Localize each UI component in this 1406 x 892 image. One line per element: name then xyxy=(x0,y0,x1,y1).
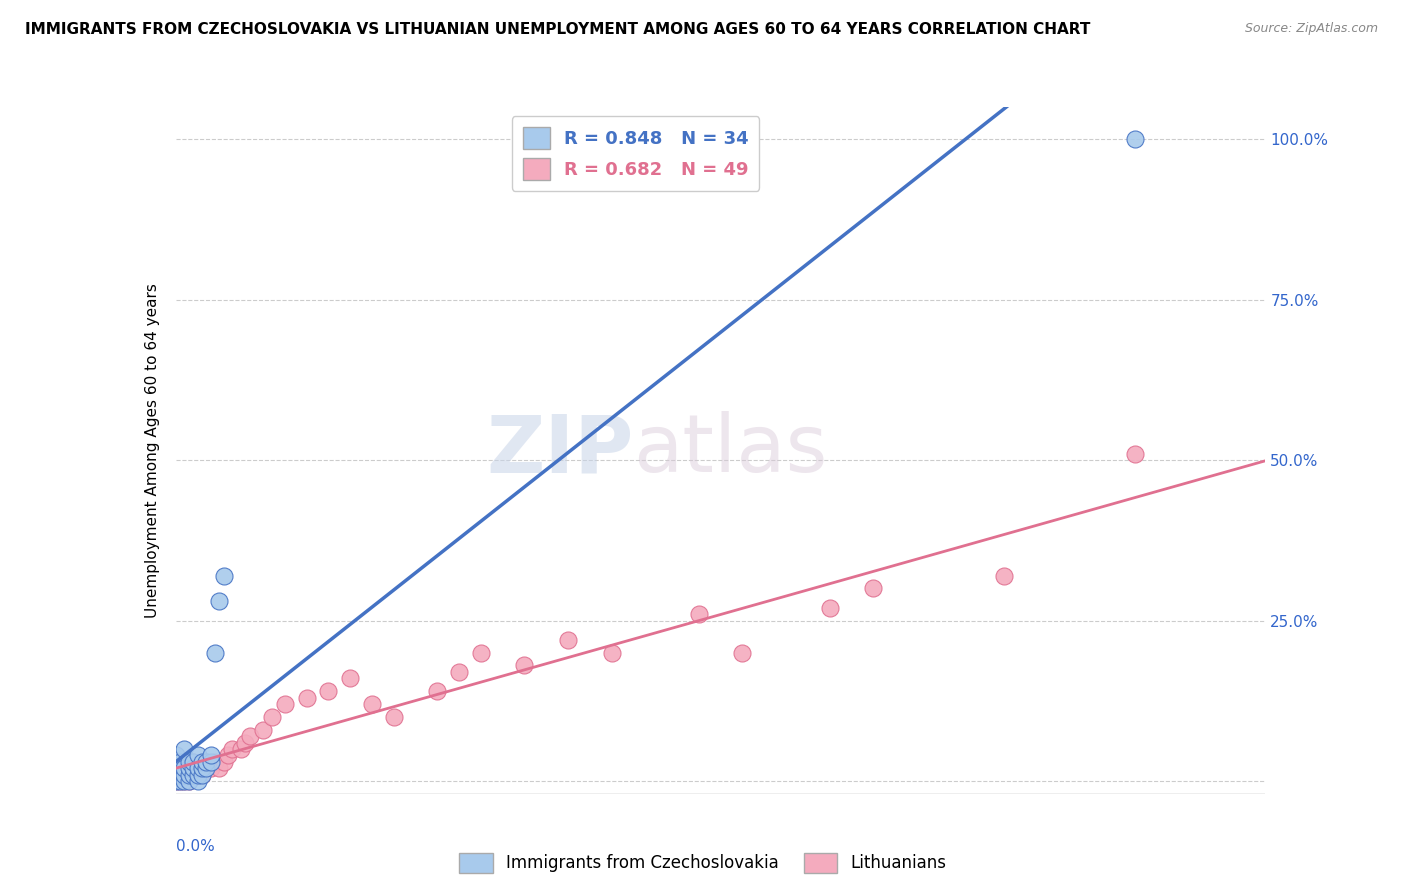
Point xyxy=(208,761,231,775)
Point xyxy=(181,755,204,769)
Point xyxy=(217,748,239,763)
Point xyxy=(186,774,209,789)
Point xyxy=(382,710,405,724)
Point xyxy=(239,729,262,743)
Point xyxy=(165,767,187,781)
Point xyxy=(200,748,222,763)
Legend: Immigrants from Czechoslovakia, Lithuanians: Immigrants from Czechoslovakia, Lithuani… xyxy=(453,847,953,880)
Point xyxy=(447,665,470,679)
Point xyxy=(181,767,204,781)
Point xyxy=(173,767,195,781)
Point xyxy=(295,690,318,705)
Point xyxy=(177,761,200,775)
Legend: R = 0.848   N = 34, R = 0.682   N = 49: R = 0.848 N = 34, R = 0.682 N = 49 xyxy=(512,116,759,191)
Point xyxy=(221,742,243,756)
Point xyxy=(195,755,218,769)
Point xyxy=(339,671,361,685)
Point xyxy=(557,632,579,647)
Point xyxy=(169,774,191,789)
Text: 0.0%: 0.0% xyxy=(176,838,215,854)
Point xyxy=(165,761,187,775)
Point xyxy=(173,755,195,769)
Point xyxy=(318,684,340,698)
Point xyxy=(470,646,492,660)
Point xyxy=(260,710,283,724)
Point xyxy=(200,761,222,775)
Point xyxy=(252,723,274,737)
Point xyxy=(1123,132,1146,146)
Point xyxy=(177,767,200,781)
Point xyxy=(181,755,204,769)
Point xyxy=(173,767,195,781)
Point xyxy=(186,767,209,781)
Point xyxy=(600,646,623,660)
Point xyxy=(513,658,536,673)
Point xyxy=(181,761,204,775)
Point xyxy=(191,761,214,775)
Text: Source: ZipAtlas.com: Source: ZipAtlas.com xyxy=(1244,22,1378,36)
Point xyxy=(186,761,209,775)
Point xyxy=(688,607,710,622)
Point xyxy=(195,761,218,775)
Point xyxy=(235,735,257,749)
Text: IMMIGRANTS FROM CZECHOSLOVAKIA VS LITHUANIAN UNEMPLOYMENT AMONG AGES 60 TO 64 YE: IMMIGRANTS FROM CZECHOSLOVAKIA VS LITHUA… xyxy=(25,22,1091,37)
Point xyxy=(177,761,200,775)
Point xyxy=(534,132,557,146)
Point xyxy=(165,761,187,775)
Point xyxy=(169,767,191,781)
Point xyxy=(208,594,231,608)
Text: ZIP: ZIP xyxy=(486,411,633,490)
Point xyxy=(173,761,195,775)
Point xyxy=(177,755,200,769)
Point xyxy=(191,767,214,781)
Point xyxy=(181,767,204,781)
Point xyxy=(169,761,191,775)
Point xyxy=(212,755,235,769)
Point xyxy=(173,742,195,756)
Point xyxy=(212,568,235,582)
Point xyxy=(186,748,209,763)
Point xyxy=(169,755,191,769)
Point xyxy=(169,774,191,789)
Point xyxy=(426,684,449,698)
Point xyxy=(195,755,218,769)
Point xyxy=(818,600,841,615)
Point xyxy=(177,767,200,781)
Point xyxy=(169,767,191,781)
Point xyxy=(731,646,754,660)
Point xyxy=(1123,447,1146,461)
Point xyxy=(165,774,187,789)
Point xyxy=(274,697,297,711)
Point xyxy=(173,774,195,789)
Point xyxy=(191,755,214,769)
Point xyxy=(195,761,218,775)
Point xyxy=(173,774,195,789)
Point xyxy=(177,774,200,789)
Point xyxy=(191,761,214,775)
Point xyxy=(993,568,1015,582)
Point xyxy=(862,582,884,596)
Point xyxy=(186,767,209,781)
Point xyxy=(191,767,214,781)
Point xyxy=(165,774,187,789)
Y-axis label: Unemployment Among Ages 60 to 64 years: Unemployment Among Ages 60 to 64 years xyxy=(145,283,160,618)
Point xyxy=(165,748,187,763)
Point xyxy=(186,761,209,775)
Point xyxy=(177,774,200,789)
Point xyxy=(165,767,187,781)
Point xyxy=(204,755,226,769)
Point xyxy=(231,742,253,756)
Point xyxy=(360,697,382,711)
Point xyxy=(204,646,226,660)
Point xyxy=(200,755,222,769)
Text: atlas: atlas xyxy=(633,411,828,490)
